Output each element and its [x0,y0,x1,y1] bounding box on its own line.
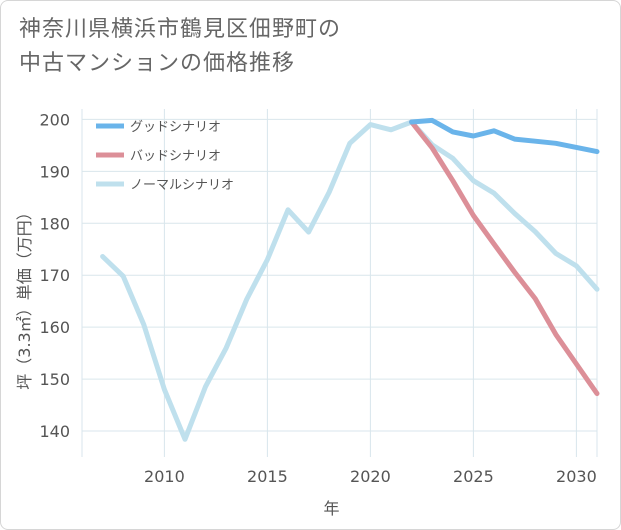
series-line-0 [409,117,600,155]
series-line-1 [409,119,600,397]
legend-label-2: ノーマルシナリオ [130,178,234,193]
y-axis-title: 坪（3.3㎡）単価（万円） [15,204,34,389]
x-tick-label: 2025 [453,467,494,486]
legend-label-0: グッドシナリオ [130,120,221,135]
y-tick-label: 180 [39,214,70,233]
x-tick-label: 2015 [247,467,288,486]
y-tick-label: 190 [39,162,70,181]
x-axis-title: 年 [323,499,339,518]
y-tick-label: 150 [39,370,70,389]
chart-title-line-1: 神奈川県横浜市鶴見区佃野町の [19,17,342,42]
x-tick-label: 2020 [350,467,391,486]
y-tick-label: 200 [39,110,70,129]
x-tick-label: 2030 [556,467,597,486]
y-tick-label: 140 [39,422,70,441]
y-tick-label: 170 [39,266,70,285]
chart-title-line-2: 中古マンションの価格推移 [19,51,296,76]
x-tick-label: 2010 [144,467,185,486]
legend-label-1: バッドシナリオ [130,149,221,164]
chart-title: 神奈川県横浜市鶴見区佃野町の 中古マンションの価格推移 [19,13,459,81]
y-tick-label: 160 [39,318,70,337]
series-line-2 [100,119,600,442]
